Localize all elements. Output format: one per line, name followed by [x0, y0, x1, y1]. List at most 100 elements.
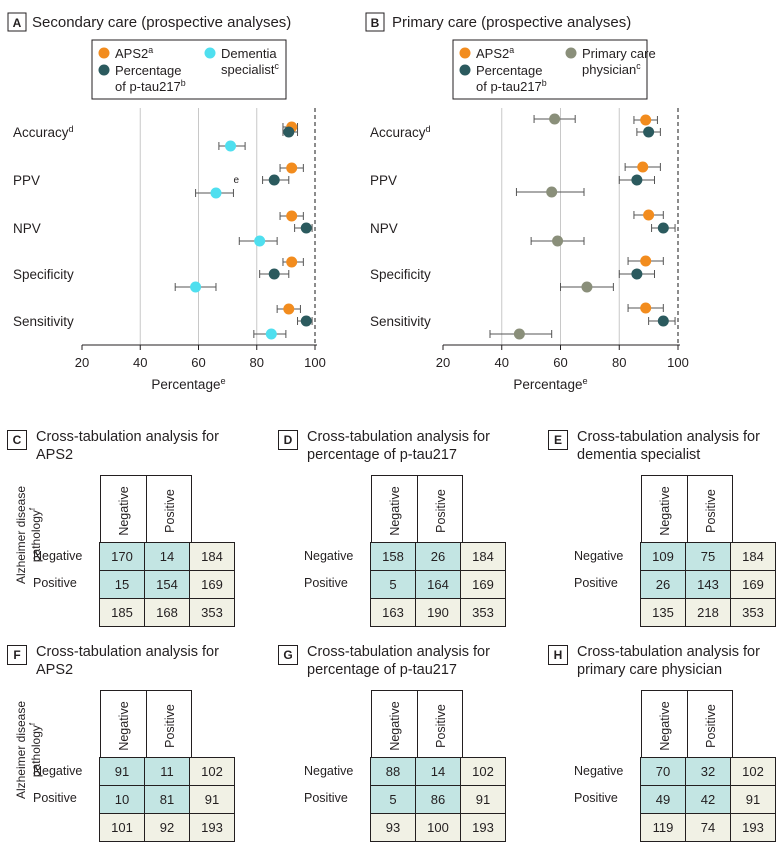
column-header-box: Negative Positive	[641, 475, 733, 546]
x-tick-label: 40	[133, 355, 147, 370]
legend-marker	[204, 47, 216, 59]
row-label-positive: Positive	[33, 576, 77, 590]
cell: 26	[415, 542, 461, 571]
legend-label-sup: a	[509, 45, 514, 55]
cell: 49	[640, 785, 686, 814]
forest-plot-a: A Secondary care (prospective analyses) AP…	[7, 12, 326, 392]
category-label-text: Specificity	[13, 267, 74, 282]
legend-label-sup: c	[274, 61, 279, 71]
cell: 11	[144, 757, 190, 786]
column-header-positive: Positive	[162, 704, 177, 748]
x-tick-label: 40	[495, 355, 509, 370]
cell: 86	[415, 785, 461, 814]
row-axis-label: Alzheimer disease pathologyf	[14, 700, 43, 800]
legend-label-text: of p-tau217	[476, 79, 542, 94]
crosstab-panel-c: C Cross-tabulation analysis for APS2 Neg…	[7, 429, 257, 627]
footnote-marker: e	[233, 175, 239, 186]
panel-label: C	[7, 430, 27, 450]
crosstab-panel-e: E Cross-tabulation analysis for dementia…	[548, 429, 780, 627]
category-label-text: PPV	[13, 173, 40, 188]
cell: 70	[640, 757, 686, 786]
row-total: 102	[730, 757, 776, 786]
cell: 26	[640, 570, 686, 599]
data-point	[640, 255, 652, 267]
panel-label-box	[7, 12, 27, 32]
panel-label-box	[365, 12, 385, 32]
row-total: 169	[730, 570, 776, 599]
category-label: Sensitivity	[370, 314, 431, 329]
column-total: 92	[144, 813, 190, 842]
row-total: 91	[189, 785, 235, 814]
row-label-positive: Positive	[574, 576, 618, 590]
column-header-box: Negative Positive	[100, 475, 192, 546]
data-point	[640, 114, 652, 126]
x-axis-label-sup: e	[582, 376, 587, 386]
row-total: 91	[460, 785, 506, 814]
category-label: Sensitivity	[13, 314, 74, 329]
cell: 5	[370, 570, 416, 599]
grand-total: 193	[730, 813, 776, 842]
legend-label: APS2a	[476, 45, 514, 61]
cell: 91	[99, 757, 145, 786]
legend-label: of p-tau217b	[115, 78, 186, 94]
category-label-sup: d	[426, 124, 431, 134]
data-point	[300, 222, 312, 234]
data-point	[657, 222, 669, 234]
cell: 143	[685, 570, 731, 599]
column-total: 135	[640, 598, 686, 627]
row-label-negative: Negative	[574, 764, 624, 778]
row-label-positive: Positive	[304, 576, 348, 590]
legend-label: Dementia	[221, 46, 277, 61]
cell: 14	[144, 542, 190, 571]
data-point	[546, 186, 558, 198]
data-point	[190, 281, 202, 293]
data-point	[640, 302, 652, 314]
legend-label-text: APS2	[476, 46, 509, 61]
x-tick-label: 100	[667, 355, 689, 370]
cell: 10	[99, 785, 145, 814]
x-tick-label: 20	[75, 355, 89, 370]
data-point	[286, 210, 298, 222]
panel-label: D	[278, 430, 298, 450]
panel-label: F	[7, 645, 27, 665]
cell: 14	[415, 757, 461, 786]
panel-title: Cross-tabulation analysis for percentage…	[307, 644, 490, 678]
data-point	[513, 328, 525, 340]
x-tick-label: 100	[304, 355, 326, 370]
legend-label-text: Percentage	[115, 63, 182, 78]
legend-label-sup: b	[542, 78, 547, 88]
column-header-box: Negative Positive	[371, 475, 463, 546]
column-header-positive: Positive	[162, 489, 177, 533]
column-total: 190	[415, 598, 461, 627]
panel-label: G	[278, 645, 298, 665]
cell: 15	[99, 570, 145, 599]
legend-label: specialistc	[221, 61, 279, 77]
data-point	[300, 315, 312, 327]
data-point	[286, 162, 298, 174]
column-header-positive: Positive	[433, 704, 448, 748]
legend-label-sup: a	[148, 45, 153, 55]
forest-plots: A Secondary care (prospective analyses) AP…	[7, 12, 689, 392]
category-label: PPV	[370, 173, 397, 188]
x-tick-label: 80	[250, 355, 264, 370]
column-total: 119	[640, 813, 686, 842]
x-axis-label-sup: e	[220, 376, 225, 386]
legend-label-sup: c	[636, 61, 641, 71]
legend-marker	[98, 64, 110, 76]
legend-label-text: specialist	[221, 62, 275, 77]
legend-label: Percentage	[476, 63, 543, 78]
column-header-positive: Positive	[703, 489, 718, 533]
legend-label: APS2a	[115, 45, 153, 61]
data-point	[225, 140, 237, 152]
panel-title: Secondary care (prospective analyses)	[32, 14, 291, 31]
row-total: 169	[460, 570, 506, 599]
row-total: 184	[189, 542, 235, 571]
legend-box	[91, 39, 287, 100]
category-label: Accuracyd	[13, 124, 74, 140]
legend-label-sup: b	[181, 78, 186, 88]
column-total: 218	[685, 598, 731, 627]
panel-title: Cross-tabulation analysis for percentage…	[307, 429, 490, 463]
row-label-negative: Negative	[304, 764, 354, 778]
axis-label-footnote: f	[28, 722, 37, 726]
x-tick-label: 60	[553, 355, 567, 370]
